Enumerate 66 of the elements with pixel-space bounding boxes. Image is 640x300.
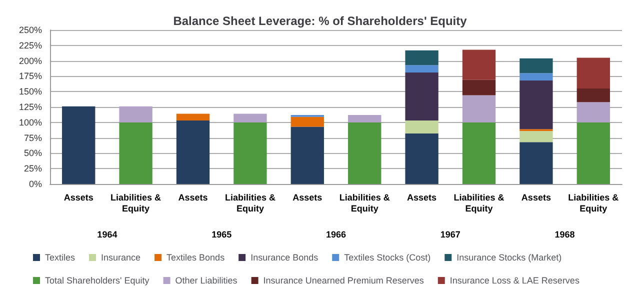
bar <box>576 102 610 122</box>
bar <box>348 115 382 122</box>
x-tick-label: Liabilities & Equity <box>568 192 620 214</box>
bar <box>520 58 553 74</box>
bar <box>405 65 438 73</box>
text: 1966 <box>326 230 346 240</box>
bar <box>119 106 152 122</box>
bar <box>462 122 496 184</box>
bar <box>405 133 438 184</box>
text: 1964 <box>97 230 118 240</box>
x-tick-label: Assets <box>178 192 208 202</box>
legend-label: Textiles Bonds <box>166 252 226 262</box>
bar <box>234 122 267 184</box>
legend-label: Total Shareholders' Equity <box>45 276 150 286</box>
x-tick-label: Liabilities & Equity <box>110 192 162 214</box>
legend-label: Insurance Stocks (Market) <box>456 252 562 262</box>
text: 1967 <box>440 230 460 240</box>
bar <box>520 80 553 130</box>
y-tick-label: 150% <box>18 86 42 97</box>
bar <box>576 58 610 89</box>
x-tick-label: Liabilities & Equity <box>224 192 276 214</box>
bar <box>520 73 553 81</box>
y-tick-label: 100% <box>18 117 42 128</box>
bar <box>520 142 553 184</box>
x-tick-label: Assets <box>521 192 551 202</box>
y-tick-label: 75% <box>24 132 42 143</box>
y-tick-label: 50% <box>24 148 42 158</box>
y-tick-label: 0% <box>28 179 42 189</box>
bar <box>405 120 438 134</box>
legend-label: Insurance Unearned Premium Reserves <box>263 276 424 286</box>
bar <box>462 50 496 80</box>
legend-label: Insurance Bonds <box>250 252 319 262</box>
bar <box>462 95 496 122</box>
x-tick-label: Assets <box>64 192 94 202</box>
legend-label: Other Liabilities <box>175 276 238 286</box>
bar <box>405 50 438 66</box>
y-tick-label: 200% <box>18 56 42 66</box>
y-tick-label: 25% <box>24 164 42 174</box>
legend-label: Textiles <box>45 252 76 262</box>
x-tick-label: Liabilities & Equity <box>339 192 390 214</box>
x-tick-label: Assets <box>407 192 437 202</box>
bar <box>290 126 324 184</box>
bar <box>119 122 152 184</box>
y-tick-label: 125% <box>18 102 42 112</box>
legend-label: Textiles Stocks (Cost) <box>344 252 431 262</box>
bar <box>62 106 96 184</box>
bar <box>290 116 324 127</box>
x-tick-label: Liabilities & Equity <box>454 192 505 214</box>
bar <box>405 72 438 121</box>
bar <box>176 120 210 184</box>
y-tick-label: 175% <box>18 71 42 82</box>
bar <box>176 114 210 121</box>
bar <box>462 80 496 96</box>
legend-label: Insurance Loss & LAE Reserves <box>450 276 580 286</box>
bar <box>576 88 610 102</box>
legend-label: Insurance <box>101 252 141 262</box>
y-tick-label: 225% <box>18 40 42 50</box>
bar <box>520 131 553 142</box>
x-tick-label: Assets <box>292 192 322 202</box>
text: 1965 <box>212 230 232 240</box>
chart-title: Balance Sheet Leverage: % of Shareholders' Equity <box>173 14 468 28</box>
y-tick-label: 250% <box>18 25 42 35</box>
bar <box>576 122 610 184</box>
bar <box>234 114 267 122</box>
text: 1968 <box>554 230 575 240</box>
bar <box>348 122 382 184</box>
